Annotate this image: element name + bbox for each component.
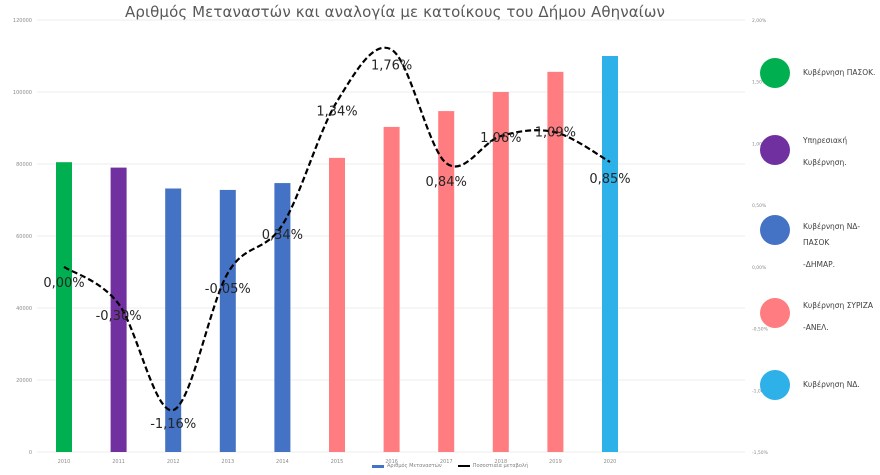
right-tick-label: -0,50% xyxy=(752,327,769,333)
right-tick-label: 1,00% xyxy=(752,141,767,147)
x-tick-label: 2014 xyxy=(276,459,289,465)
left-tick-label: 0 xyxy=(29,450,32,456)
percent-label: 0,85% xyxy=(589,172,630,187)
legend-dot-icon xyxy=(760,58,790,88)
left-tick-label: 20000 xyxy=(16,378,32,384)
bar-2013 xyxy=(219,189,236,453)
bar-2018 xyxy=(492,92,509,452)
legend-label: Κυβέρνηση ΣΥΡΙΖΑ xyxy=(803,301,874,310)
x-tick-label: 2019 xyxy=(549,459,562,465)
right-tick-label: -1,00% xyxy=(752,388,769,394)
bar-2019 xyxy=(547,71,564,452)
left-tick-label: 40000 xyxy=(16,306,32,312)
right-tick-label: 1,50% xyxy=(752,80,767,86)
percent-label: -1,16% xyxy=(150,417,196,432)
left-tick-label: 120000 xyxy=(13,18,32,24)
bar-2015 xyxy=(329,157,345,452)
percent-label: 0,00% xyxy=(43,276,84,291)
legend-entry-label: Αριθμός Μεταναστών xyxy=(387,463,442,469)
x-axis-labels: 2010 2011 2012 2013 2014 2015 2016 2017 2018 2019… xyxy=(58,459,617,465)
percent-label: 0,34% xyxy=(262,228,303,243)
legend-entry-bars: Αριθμός Μεταναστών xyxy=(372,463,442,469)
bar-2012 xyxy=(165,188,182,453)
legend-dot-icon xyxy=(760,370,790,400)
right-tick-label: 2,00% xyxy=(752,18,767,24)
bar-swatch-icon xyxy=(372,464,384,468)
percent-label: -0,30% xyxy=(96,309,142,324)
x-tick-label: 2017 xyxy=(440,459,453,465)
legend-entry-label: Ποσοστιαία μεταβολή xyxy=(472,463,529,469)
legend-label: Υπηρεσιακή xyxy=(803,136,848,145)
left-tick-label: 80000 xyxy=(16,162,32,168)
bar-2020 xyxy=(602,56,618,452)
x-tick-label: 2010 xyxy=(58,459,71,465)
legend-label-line2: -ΑΝΕΛ. xyxy=(803,323,829,332)
right-tick-label: 0,00% xyxy=(752,265,767,271)
percent-label: -0,05% xyxy=(205,282,251,297)
legend-label-line2: Κυβέρνηση. xyxy=(803,158,847,167)
right-tick-label: -1,50% xyxy=(752,450,769,456)
right-axis-ticks: -1,50% -1,00% -0,50% 0,00% 0,50% 1,00% 1,50% 2,… xyxy=(752,18,769,456)
government-legend: Κυβέρνηση ΠΑΣΟΚ. Υπηρεσιακή Κυβέρνηση. Κ… xyxy=(758,0,880,475)
legend-dot-icon xyxy=(760,215,790,245)
x-tick-label: 2013 xyxy=(221,459,234,465)
bar-2016 xyxy=(383,126,400,453)
bar-2017 xyxy=(438,111,455,452)
dashed-line-swatch-icon xyxy=(457,465,470,467)
legend-entry-line: Ποσοστιαία μεταβολή xyxy=(457,463,529,469)
chart-title-text: Αριθμός Μεταναστών και αναλογία με κατοί… xyxy=(124,3,665,21)
legend-dot-icon xyxy=(760,135,790,165)
legend-label-line2: -ΔΗΜΑΡ. xyxy=(803,260,835,269)
legend-label: Κυβέρνηση ΠΑΣΟΚ. xyxy=(803,68,876,77)
legend-dot-icon xyxy=(760,298,790,328)
bar-2010 xyxy=(56,162,72,452)
percent-label: 0,84% xyxy=(426,175,467,190)
left-tick-label: 100000 xyxy=(13,90,32,96)
series-legend: Αριθμός Μεταναστών Ποσοστιαία μεταβολή xyxy=(372,463,528,469)
data-labels: 0,00% -0,30% -1,16% -0,05% 0,34% 1,34% 1,76% 0,… xyxy=(43,59,630,432)
percent-label: 1,06% xyxy=(480,131,521,146)
left-tick-label: 60000 xyxy=(16,234,32,240)
bar-2011 xyxy=(110,167,127,452)
right-tick-label: 0,50% xyxy=(752,203,767,209)
percent-label: 1,34% xyxy=(316,104,357,119)
left-axis-ticks: 0 20000 40000 60000 80000 100000 120000 xyxy=(13,18,32,456)
x-tick-label: 2016 xyxy=(385,459,398,465)
percent-label: 1,76% xyxy=(371,59,412,74)
chart-title: Αριθμός Μεταναστών και αναλογία με κατοί… xyxy=(0,3,880,21)
x-tick-label: 2015 xyxy=(331,459,344,465)
x-tick-label: 2011 xyxy=(112,459,125,465)
percent-label: 1,09% xyxy=(535,125,576,140)
x-tick-label: 2020 xyxy=(604,459,617,465)
percent-change-line xyxy=(63,46,611,412)
legend-label: Κυβέρνηση ΝΔ-ΠΑΣΟΚ xyxy=(803,222,861,247)
bar-2014 xyxy=(274,183,291,452)
x-tick-label: 2018 xyxy=(494,459,507,465)
x-tick-label: 2012 xyxy=(167,459,180,465)
legend-label: Κυβέρνηση ΝΔ. xyxy=(803,380,860,389)
bar-series xyxy=(56,56,618,453)
